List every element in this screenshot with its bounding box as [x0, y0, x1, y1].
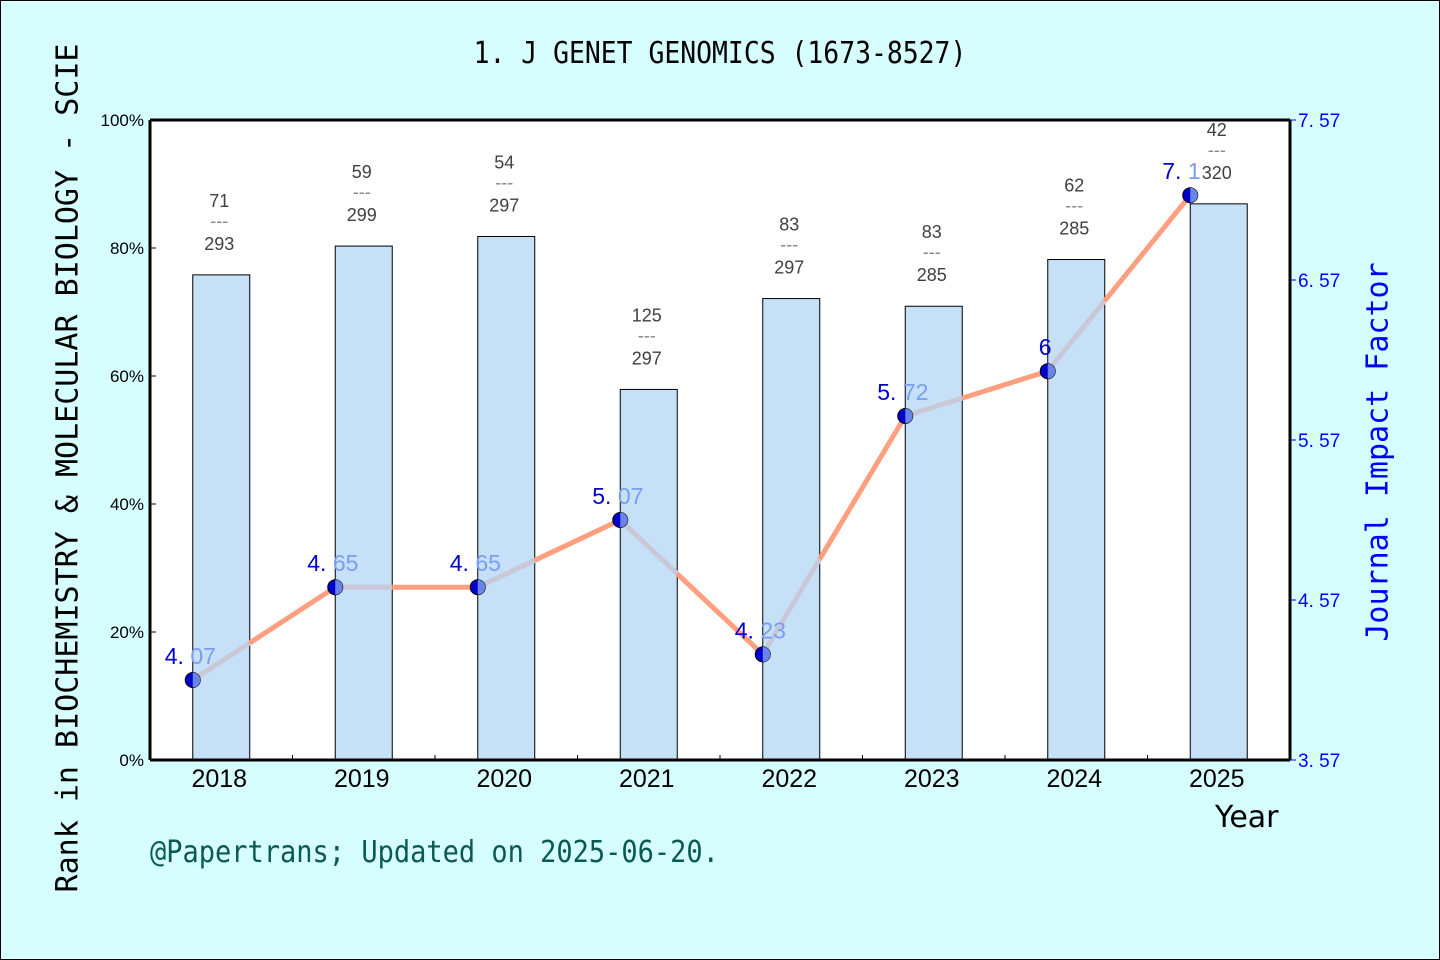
- left-tick-label: 100%: [101, 111, 144, 130]
- x-tick-label: 2019: [334, 765, 390, 793]
- rank-divider: ---: [1065, 196, 1083, 216]
- if-line-segment: [248, 585, 337, 645]
- if-line-segment: [533, 517, 622, 563]
- right-tick-label: 6. 57: [1298, 271, 1340, 292]
- rank-divider: ---: [210, 211, 228, 231]
- x-axis-label: Year: [1215, 800, 1279, 835]
- rank-divider: ---: [1208, 140, 1226, 160]
- if-value-label: 5. 07: [592, 483, 643, 509]
- if-marker-half: [762, 646, 771, 662]
- if-line-segment: [904, 395, 963, 419]
- rank-denominator: 299: [347, 205, 377, 225]
- x-tick-label: 2024: [1046, 765, 1102, 793]
- if-marker-half: [335, 579, 343, 595]
- if-value-label: 5. 72: [877, 379, 928, 405]
- if-line-segment: [618, 518, 679, 576]
- right-tick-label: 4. 57: [1298, 591, 1340, 612]
- rank-bar: [1047, 259, 1106, 761]
- chart-title: 1. J GENET GENOMICS (1673-8527): [473, 36, 967, 71]
- rank-denominator: 285: [1059, 219, 1089, 239]
- if-line-segment: [961, 368, 1049, 401]
- rank-divider: ---: [923, 242, 941, 262]
- rank-denominator: 297: [632, 348, 662, 368]
- rank-denominator: 297: [774, 258, 804, 278]
- if-line-segment: [191, 640, 252, 683]
- right-tick-label: 5. 57: [1298, 431, 1340, 452]
- if-value-label: 4. 65: [450, 550, 501, 576]
- rank-denominator: 293: [204, 234, 234, 254]
- if-marker-half: [905, 408, 913, 424]
- if-line-segment: [1045, 299, 1107, 373]
- rank-numerator: 54: [494, 152, 514, 172]
- if-line-segment: [1102, 193, 1193, 303]
- rank-denominator: 320: [1202, 163, 1232, 183]
- rank-denominator: 285: [917, 265, 947, 285]
- plot-area: [150, 120, 1290, 760]
- right-tick-label: 7. 57: [1298, 111, 1340, 132]
- if-value-label: 7. 1: [1162, 158, 1200, 184]
- rank-numerator: 83: [779, 215, 799, 235]
- rank-bar: [192, 274, 251, 761]
- rank-numerator: 62: [1064, 176, 1084, 196]
- rank-numerator: 59: [352, 162, 372, 182]
- rank-divider: ---: [638, 325, 656, 345]
- rank-bar: [619, 388, 678, 761]
- rank-bar: [904, 305, 963, 761]
- rank-divider: ---: [780, 235, 798, 255]
- rank-bar: [334, 245, 393, 761]
- rank-divider: ---: [495, 172, 513, 192]
- if-value-label: 6: [1039, 334, 1052, 360]
- if-marker-half: [192, 672, 201, 688]
- if-marker-half: [1190, 187, 1198, 203]
- if-value-label: 4. 65: [307, 550, 358, 576]
- left-tick-label: 60%: [110, 367, 144, 386]
- x-tick-label: 2025: [1189, 765, 1245, 793]
- if-line-segment: [675, 571, 765, 657]
- rank-denominator: 297: [489, 195, 519, 215]
- x-tick-label: 2021: [619, 765, 675, 793]
- x-tick-label: 2018: [191, 765, 247, 793]
- rank-numerator: 71: [209, 191, 229, 211]
- if-marker-half: [477, 579, 486, 595]
- if-line-segment: [476, 558, 536, 590]
- left-tick-label: 20%: [110, 623, 144, 642]
- rank-numerator: 42: [1207, 120, 1227, 140]
- left-tick-label: 0%: [119, 751, 144, 770]
- x-tick-label: 2020: [476, 765, 532, 793]
- if-marker-half: [620, 512, 628, 528]
- if-line-segment: [760, 557, 822, 656]
- if-marker-half: [1047, 363, 1056, 379]
- if-value-label: 4. 23: [735, 617, 786, 643]
- if-value-label: 4. 07: [165, 643, 216, 669]
- if-line-segment: [817, 414, 908, 561]
- x-tick-label: 2023: [904, 765, 960, 793]
- x-tick-label: 2022: [761, 765, 817, 793]
- rank-bar: [1189, 203, 1248, 761]
- rank-numerator: 125: [632, 305, 662, 325]
- left-tick-label: 80%: [110, 239, 144, 258]
- rank-bar: [762, 298, 821, 761]
- right-tick-label: 3. 57: [1298, 751, 1340, 772]
- footer-credit: @Papertrans; Updated on 2025-06-20.: [150, 835, 719, 870]
- rank-numerator: 83: [922, 222, 942, 242]
- rank-bar: [477, 235, 536, 761]
- rank-divider: ---: [353, 182, 371, 202]
- left-tick-label: 40%: [110, 495, 144, 514]
